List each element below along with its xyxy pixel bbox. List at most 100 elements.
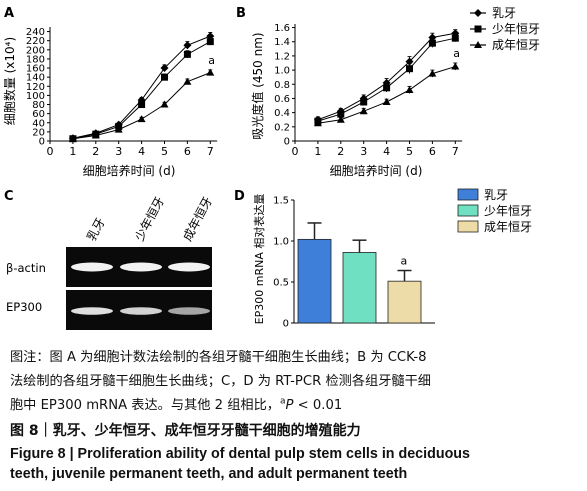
chart-a-series-2-point-6 <box>183 50 191 58</box>
chart-a-series-3-point-5 <box>160 100 169 108</box>
chart-a-series-2-point-4 <box>138 101 146 109</box>
chart-b-series-2-point-7 <box>451 34 459 42</box>
panel-c-gel: 乳牙 少年恒牙 成年恒牙 β-actin EP300 <box>6 194 215 330</box>
chart-b-xtick-label-5: 5 <box>406 145 413 158</box>
chart-a-ytick-label-12: 240 <box>26 27 45 38</box>
chart-a-xtick-label-3: 3 <box>115 145 122 158</box>
gel-row-label-ep300: EP300 <box>6 300 42 314</box>
caption-line-1: 图注：图 A 为细胞计数法绘制的各组牙髓干细胞生长曲线；B 为 CCK-8 <box>10 350 427 365</box>
legend-d-swatch-2 <box>457 204 479 217</box>
chart-a-series-3-point-3 <box>114 125 123 133</box>
chart-b-series-3-point-2 <box>336 115 345 123</box>
gel-band-actin-1 <box>71 262 113 272</box>
chart-a-ytick-label-8: 160 <box>26 64 45 75</box>
chart-a-xtick-label-7: 7 <box>207 145 214 158</box>
chart-b-xtick-label-1: 1 <box>314 145 321 158</box>
chart-a-series-3-point-7 <box>206 68 215 76</box>
chart-a-ytick-label-10: 200 <box>26 45 45 56</box>
chart-a-ytick-label-1: 20 <box>32 127 45 138</box>
chart-a-series-3-point-2 <box>91 131 100 139</box>
chart-d-ytick-label-3: 1.5 <box>273 196 289 207</box>
legend-d-item-1: 乳牙 <box>484 188 508 202</box>
legend-d: 乳牙 少年恒牙 成年恒牙 <box>457 188 532 234</box>
chart-b-ytick-label-3: 0.6 <box>274 94 290 105</box>
panel-label-b: B <box>236 6 246 21</box>
chart-d-ylabel: EP300 mRNA 相对表达量 <box>252 194 266 325</box>
chart-b-series-3-point-1 <box>313 119 322 127</box>
legend-ab: 乳牙 少年恒牙 成年恒牙 <box>470 6 540 52</box>
chart-b-series-2-point-6 <box>428 39 436 47</box>
chart-b-series-1-point-6 <box>428 33 437 42</box>
chart-a-ytick-label-0: 0 <box>39 137 45 148</box>
gel-row-label-actin: β-actin <box>6 261 46 275</box>
chart-b-series-3-point-6 <box>428 69 437 77</box>
legend-ab-item-3: 成年恒牙 <box>492 38 540 52</box>
panel-label-d: D <box>234 189 245 204</box>
chart-a-ytick-label-9: 180 <box>26 54 45 65</box>
chart-b-ytick-label-1: 0.2 <box>274 122 290 133</box>
chart-a-xtick-label-0: 0 <box>47 145 54 158</box>
figure-title-en-2: teeth, juvenile permanent teeth, and adu… <box>10 466 408 482</box>
chart-d-ytick-label-1: 0.5 <box>273 278 289 289</box>
chart-a-series-2-point-7 <box>206 38 214 46</box>
figure-title-en-1: Figure 8 | Proliferation ability of dent… <box>10 446 470 462</box>
chart-a-xlabel: 细胞培养时间 (d) <box>83 163 176 178</box>
chart-b-xtick-label-0: 0 <box>292 145 299 158</box>
chart-a-ytick-label-3: 60 <box>32 109 45 120</box>
chart-a-ytick-label-7: 140 <box>26 73 45 84</box>
chart-a-xtick-label-2: 2 <box>92 145 99 158</box>
chart-a-annotation: a <box>208 54 215 67</box>
gel-band-ep300-2 <box>120 307 162 315</box>
gel-band-actin-2 <box>120 262 162 272</box>
chart-b-xtick-label-3: 3 <box>360 145 367 158</box>
caption-p: P <box>285 398 294 413</box>
chart-b-ytick-label-2: 0.4 <box>274 108 290 119</box>
chart-b-ytick-label-5: 1.0 <box>274 66 290 77</box>
caption-sup-a: a <box>279 396 286 407</box>
chart-a-series-1-point-5 <box>160 64 169 73</box>
legend-ab-item-2: 少年恒牙 <box>492 22 540 36</box>
chart-a-series-3-point-4 <box>137 115 146 123</box>
chart-b-series-3-point-7 <box>451 62 460 70</box>
chart-b-series-3-point-3 <box>359 107 368 115</box>
chart-a-ylabel: 细胞数量 (x10⁴) <box>2 37 17 125</box>
panel-label-c: C <box>4 189 14 204</box>
chart-a-series-3-point-6 <box>183 77 192 85</box>
chart-b-ytick-label-7: 1.4 <box>274 37 290 48</box>
caption-line-3: 胞中 EP300 mRNA 表达。与其他 2 组相比，aP < 0.01 <box>10 394 342 413</box>
caption-line-3-text: 胞中 EP300 mRNA 表达。与其他 2 组相比， <box>10 398 280 413</box>
gel-lane-label-1: 乳牙 <box>84 216 108 244</box>
gel-band-actin-3 <box>168 262 210 272</box>
chart-a-ytick-label-6: 120 <box>26 82 45 93</box>
legend-ab-item-1: 乳牙 <box>492 6 516 20</box>
chart-d-annotation: a <box>401 255 408 268</box>
chart-b-cck8-curve: 0 0.2 0.4 0.6 0.8 1.0 1.2 1.4 1.6 0 1 2 3 4 5 6 7 a <box>274 23 463 158</box>
chart-a-xtick-label-4: 4 <box>138 145 145 158</box>
chart-a-xtick-label-1: 1 <box>69 145 76 158</box>
chart-b-ytick-label-6: 1.2 <box>274 51 290 62</box>
legend-d-swatch-3 <box>457 220 479 233</box>
chart-b-series-2-point-2 <box>337 110 345 118</box>
legend-d-item-3: 成年恒牙 <box>484 220 532 234</box>
chart-b-ytick-label-0: 0 <box>284 137 290 148</box>
panel-label-a: A <box>4 6 14 21</box>
chart-a-xtick-label-5: 5 <box>161 145 168 158</box>
chart-a-ytick-label-11: 220 <box>26 36 45 47</box>
chart-a-ytick-label-5: 100 <box>26 91 45 102</box>
chart-a-series-2-point-5 <box>161 73 168 81</box>
chart-a-ytick-label-4: 80 <box>32 100 45 111</box>
chart-a-series-3-point-1 <box>68 134 77 142</box>
gel-lane-label-3: 成年恒牙 <box>180 194 215 243</box>
chart-d-bar-3 <box>387 280 422 324</box>
legend-d-swatch-1 <box>457 188 479 201</box>
chart-b-ytick-label-4: 0.8 <box>274 80 290 91</box>
chart-a-xtick-label-6: 6 <box>184 145 191 158</box>
caption-p-value: < 0.01 <box>293 398 343 413</box>
caption-line-2: 法绘制的各组牙髓干细胞生长曲线；C，D 为 RT-PCR 检测各组牙髓干细 <box>10 374 431 389</box>
chart-b-ytick-label-8: 1.6 <box>274 23 290 34</box>
chart-d-ytick-label-2: 1.0 <box>273 237 289 248</box>
chart-b-series-2-point-3 <box>360 98 368 106</box>
chart-b-xtick-label-2: 2 <box>337 145 344 158</box>
chart-b-ylabel: 吸光度值 (450 nm) <box>250 32 265 139</box>
